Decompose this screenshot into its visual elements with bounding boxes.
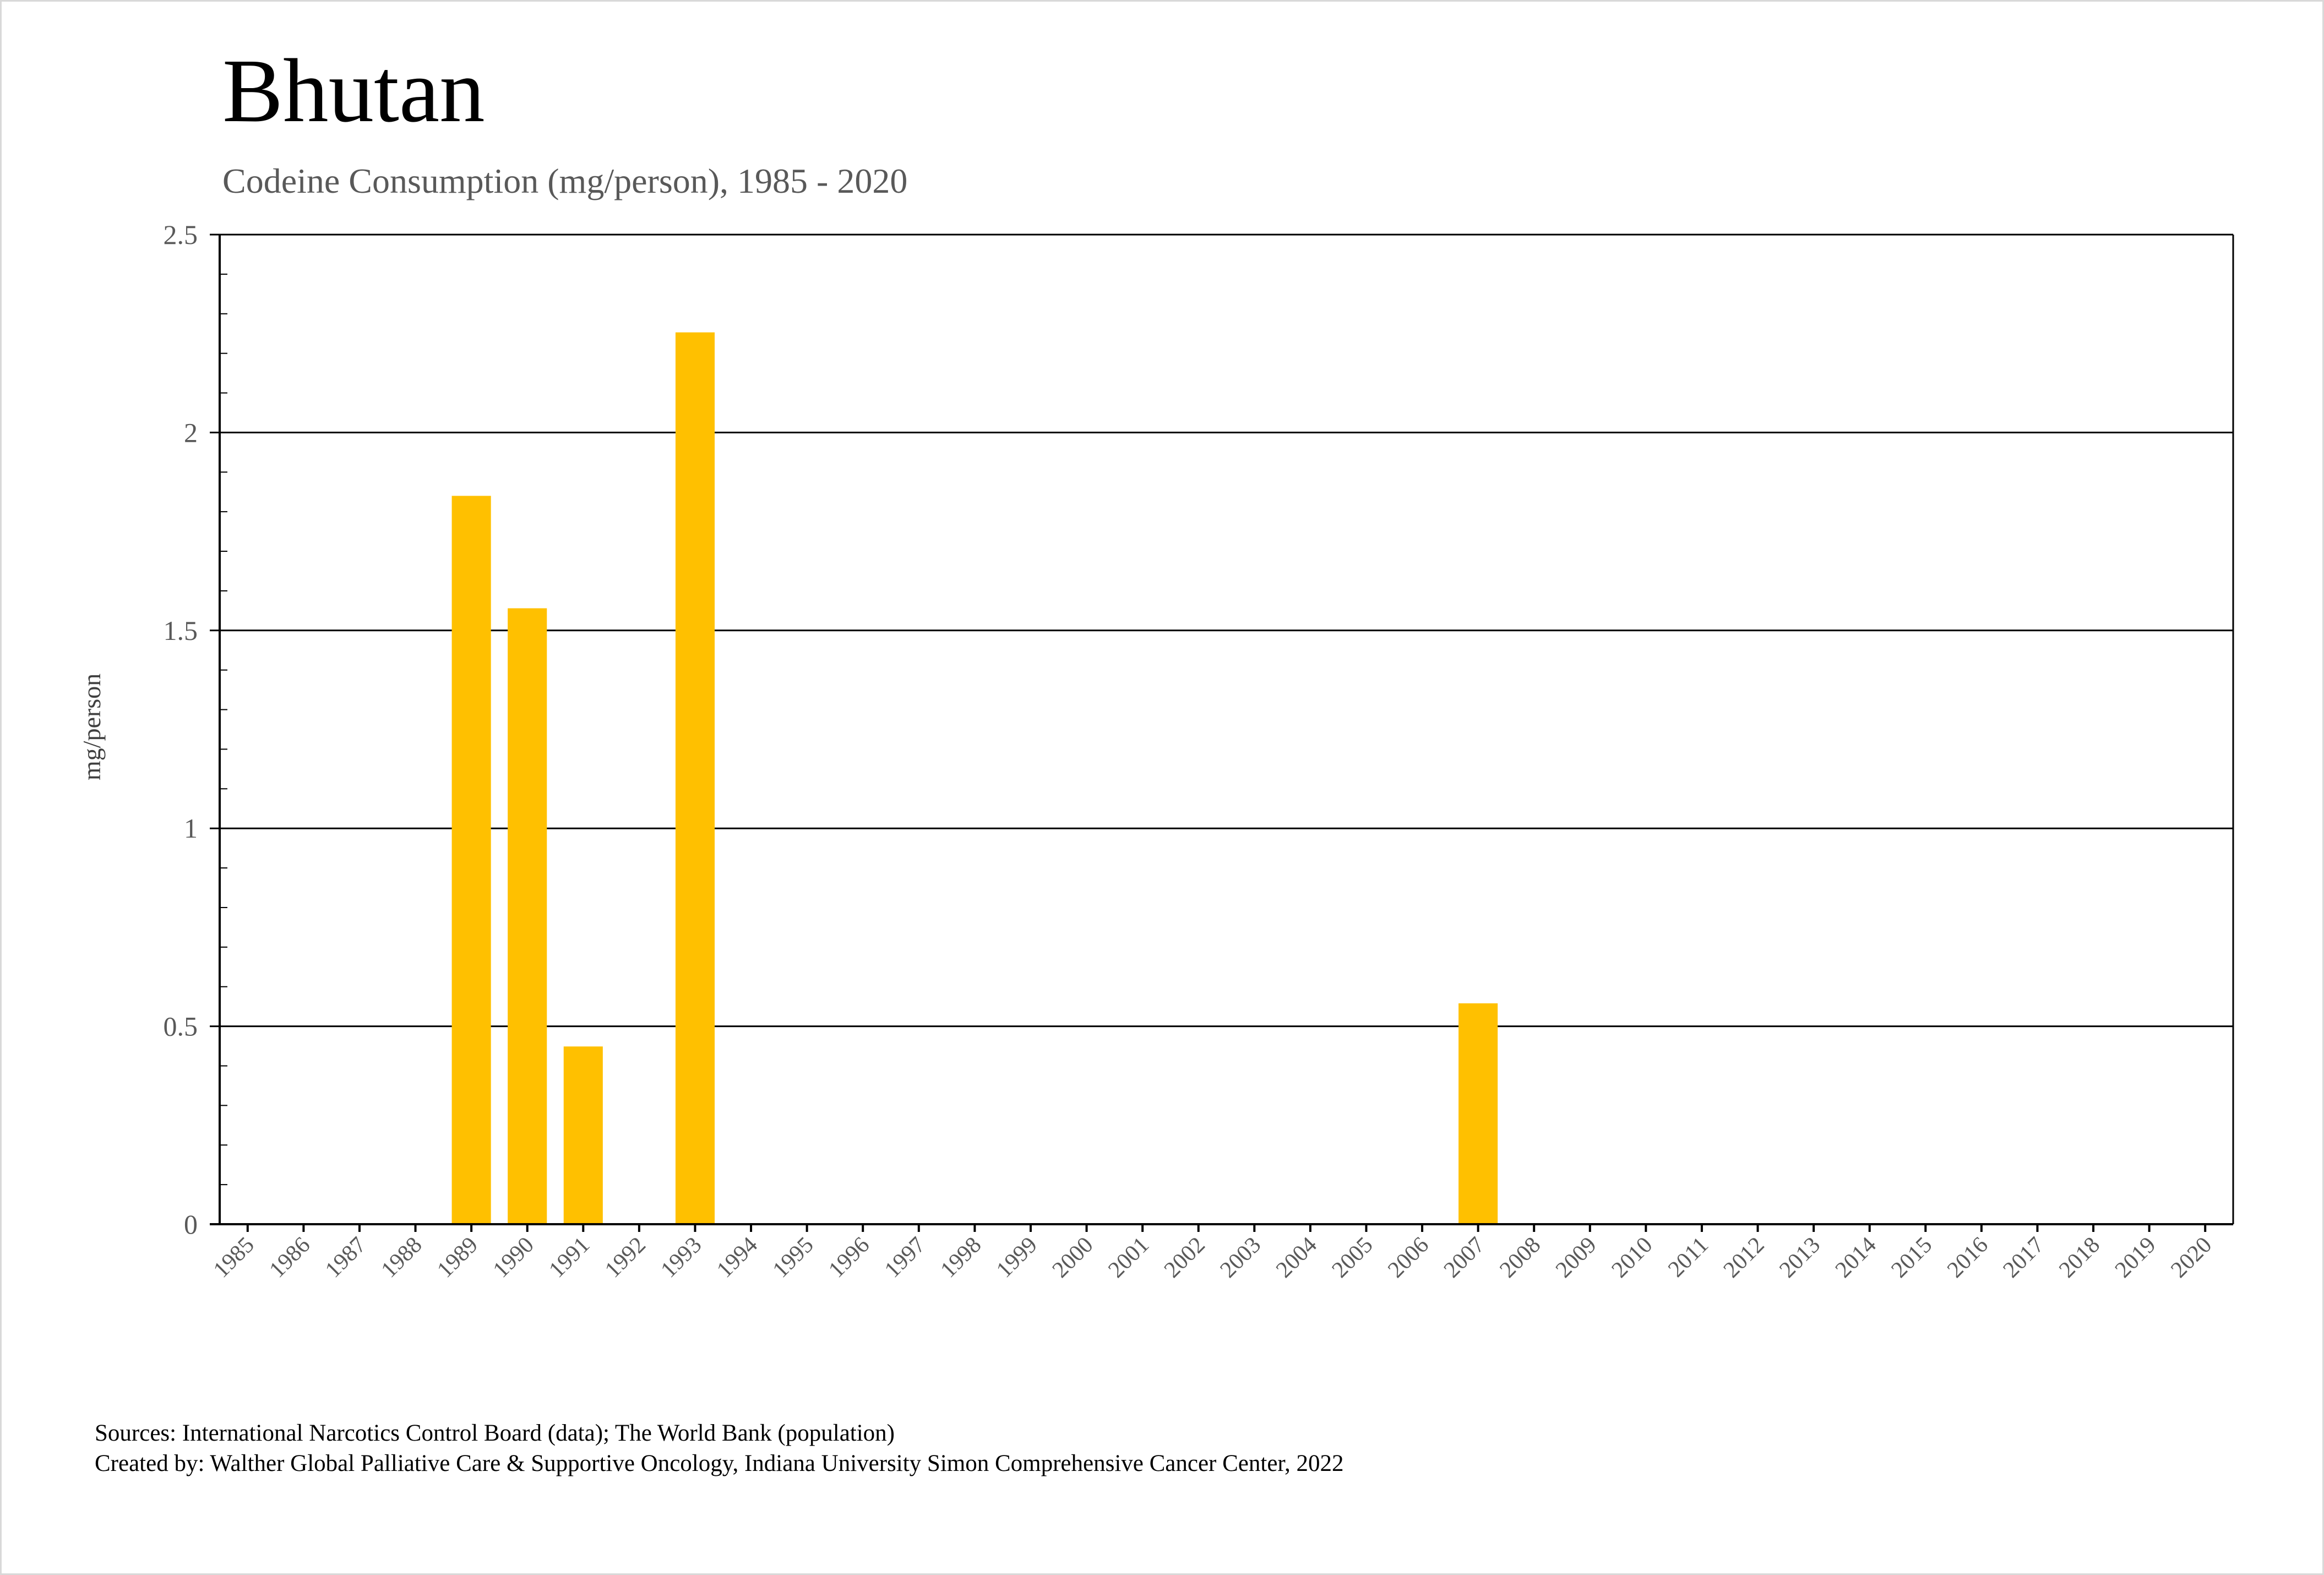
x-tick-label: 2003 bbox=[1215, 1232, 1266, 1283]
x-tick-label: 1994 bbox=[712, 1232, 763, 1283]
x-tick-label: 2014 bbox=[1831, 1232, 1881, 1283]
bar-1990 bbox=[508, 608, 547, 1224]
x-tick-label: 2012 bbox=[1719, 1232, 1770, 1283]
x-tick-label: 2004 bbox=[1271, 1232, 1322, 1283]
x-tick-label: 1999 bbox=[992, 1232, 1042, 1283]
x-tick-label: 1998 bbox=[936, 1232, 987, 1283]
x-tick-label: 2013 bbox=[1775, 1232, 1825, 1283]
x-tick-label: 1993 bbox=[656, 1232, 707, 1283]
x-tick-label: 1990 bbox=[488, 1232, 539, 1283]
x-tick-label: 2018 bbox=[2054, 1232, 2105, 1283]
x-tick-label: 1987 bbox=[320, 1232, 371, 1283]
y-axis-label: mg/person bbox=[78, 674, 106, 780]
x-tick-label: 1992 bbox=[600, 1232, 651, 1283]
x-tick-label: 1996 bbox=[824, 1232, 874, 1283]
x-tick-label: 2020 bbox=[2166, 1232, 2217, 1283]
y-tick-label: 1.5 bbox=[164, 615, 198, 646]
created-by-text: Created by: Walther Global Palliative Ca… bbox=[95, 1451, 1344, 1476]
x-tick-label: 1989 bbox=[432, 1232, 483, 1283]
x-tick-label: 1997 bbox=[880, 1232, 930, 1283]
x-tick-label: 2002 bbox=[1160, 1232, 1210, 1283]
chart-title: Bhutan bbox=[222, 40, 485, 141]
x-tick-label: 2019 bbox=[2110, 1232, 2161, 1283]
x-tick-label: 2001 bbox=[1103, 1232, 1154, 1283]
x-tick-label: 2016 bbox=[1942, 1232, 1993, 1283]
bar-2007 bbox=[1458, 1003, 1498, 1224]
footer: Sources: International Narcotics Control… bbox=[95, 1418, 1344, 1479]
x-tick-label: 2000 bbox=[1048, 1232, 1098, 1283]
bar-1993 bbox=[675, 332, 715, 1224]
x-tick-label: 2009 bbox=[1551, 1232, 1602, 1283]
y-tick-label: 2.5 bbox=[164, 219, 198, 250]
x-tick-label: 2017 bbox=[1999, 1232, 2049, 1283]
x-tick-label: 1991 bbox=[544, 1232, 595, 1283]
x-tick-label: 2008 bbox=[1495, 1232, 1545, 1283]
y-tick-label: 2 bbox=[184, 417, 198, 448]
x-tick-label: 1985 bbox=[209, 1232, 259, 1283]
x-tick-label: 2011 bbox=[1663, 1232, 1713, 1283]
x-tick-label: 1995 bbox=[768, 1232, 819, 1283]
x-tick-label: 2006 bbox=[1383, 1232, 1434, 1283]
bar-1989 bbox=[451, 496, 491, 1225]
sources-text: Sources: International Narcotics Control… bbox=[95, 1420, 895, 1446]
x-tick-label: 2005 bbox=[1327, 1232, 1378, 1283]
y-tick-label: 1 bbox=[184, 813, 198, 844]
x-tick-label: 2010 bbox=[1607, 1232, 1658, 1283]
x-tick-label: 2015 bbox=[1886, 1232, 1937, 1283]
x-tick-label: 1988 bbox=[377, 1232, 427, 1283]
x-tick-label: 2007 bbox=[1439, 1232, 1490, 1283]
bar-1991 bbox=[563, 1046, 603, 1224]
x-tick-label: 1986 bbox=[265, 1232, 315, 1283]
y-tick-label: 0 bbox=[184, 1209, 198, 1240]
chart-subtitle: Codeine Consumption (mg/person), 1985 - … bbox=[222, 161, 908, 200]
y-tick-label: 0.5 bbox=[164, 1011, 198, 1042]
